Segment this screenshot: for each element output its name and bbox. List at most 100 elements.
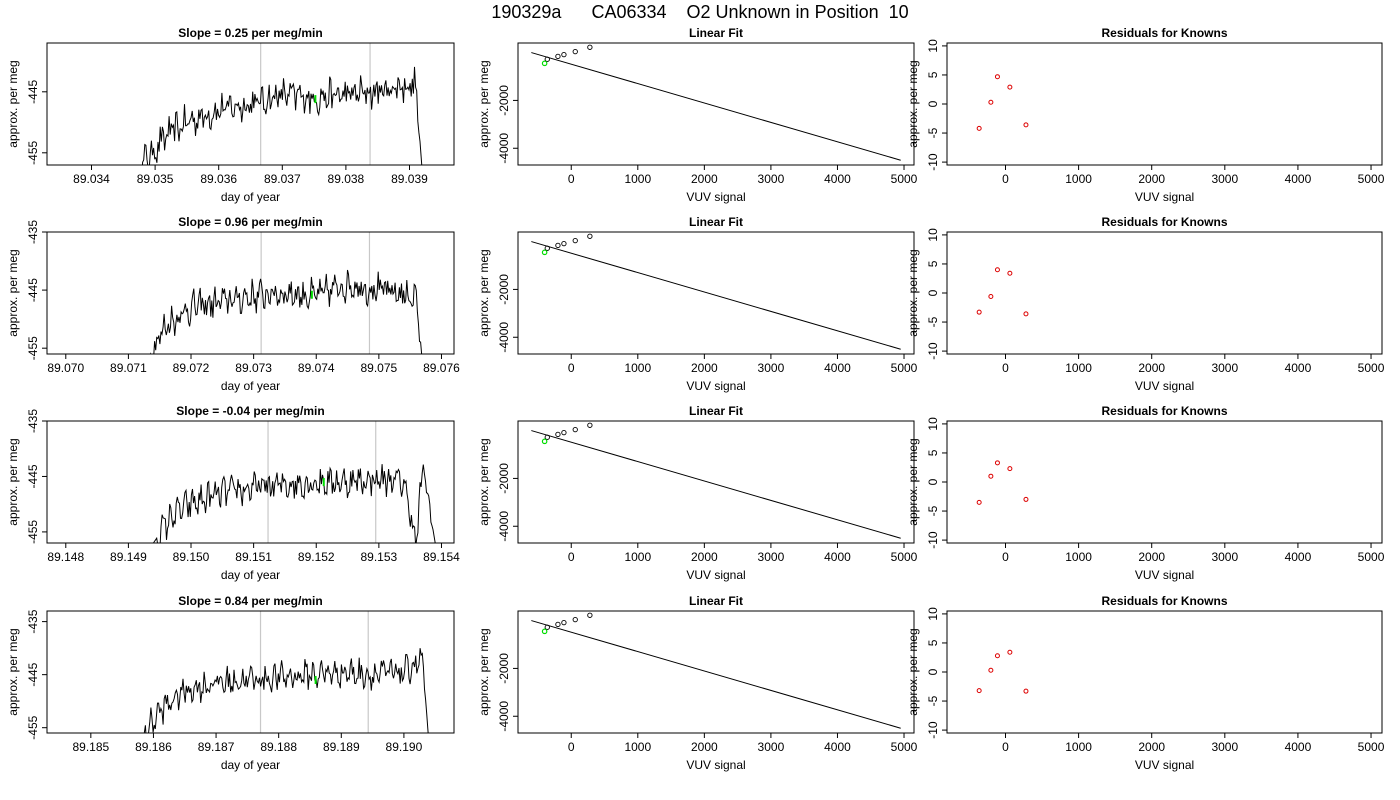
plot-frame: [946, 231, 1383, 355]
data-trace: [141, 66, 423, 165]
plot-area: [976, 267, 1029, 317]
plot-frame: [517, 231, 915, 355]
y-tick-label: -10: [926, 531, 940, 549]
x-tick-label: 3000: [758, 740, 785, 754]
x-axis-label: VUV signal: [686, 379, 745, 393]
known-point: [555, 431, 561, 438]
x-tick-label: 89.070: [47, 361, 84, 375]
plot-frame: [946, 42, 1383, 166]
y-tick-label: 10: [926, 228, 940, 242]
y-tick-label: -5: [926, 127, 940, 138]
x-tick-label: 4000: [1285, 740, 1312, 754]
panel-title: Residuals for Knowns: [1101, 26, 1227, 40]
x-axis-label: VUV signal: [1135, 379, 1194, 393]
y-axis-label: approx. per meg: [906, 249, 920, 336]
y-tick-label: 5: [926, 449, 940, 456]
x-axis-label: day of year: [221, 568, 280, 582]
residual-point: [988, 473, 994, 479]
x-tick-label: 89.152: [298, 550, 335, 564]
x-tick-label: 89.189: [323, 740, 360, 754]
panel-resid-4: Residuals for Knowns VUV signal approx. pe…: [906, 594, 1385, 772]
panel-title: Slope = 0.25 per meg/min: [178, 26, 322, 40]
known-point: [572, 616, 578, 623]
panel-title: Linear Fit: [689, 404, 743, 418]
y-tick-label: -445: [26, 464, 40, 488]
known-point: [587, 44, 593, 50]
known-point: [561, 619, 567, 626]
residual-point: [1007, 270, 1013, 276]
x-tick-label: 3000: [758, 172, 785, 186]
fit-line: [531, 620, 901, 729]
x-tick-label: 3000: [758, 550, 785, 564]
x-tick-label: 5000: [891, 550, 918, 564]
x-tick-label: 2000: [691, 361, 718, 375]
x-tick-label: 89.072: [173, 361, 210, 375]
y-tick-label: 10: [926, 39, 940, 53]
y-tick-label: -455: [26, 336, 40, 360]
x-tick-label: 1000: [1065, 740, 1092, 754]
panel-slope-3: Slope = -0.04 per meg/min day of year appr…: [6, 404, 460, 582]
residual-point: [1007, 84, 1013, 90]
y-tick-label: -5: [926, 695, 940, 706]
panel-resid-3: Residuals for Knowns VUV signal approx. pe…: [906, 404, 1385, 582]
residual-point: [988, 667, 994, 673]
x-tick-label: 89.075: [361, 361, 398, 375]
plot-area: [976, 460, 1029, 505]
known-point: [544, 56, 550, 62]
x-tick-label: 2000: [1138, 550, 1165, 564]
residual-point: [1023, 688, 1029, 694]
plot-area: [531, 612, 901, 729]
y-tick-label: -4000: [497, 701, 511, 732]
plot-area: [531, 422, 901, 539]
x-tick-label: 3000: [1211, 172, 1238, 186]
x-tick-label: 89.074: [298, 361, 335, 375]
x-tick-label: 1000: [624, 550, 651, 564]
y-axis-label: approx. per meg: [6, 628, 20, 715]
panel-fit-4: Linear Fit VUV signal approx. per meg 0 1000…: [477, 594, 918, 772]
x-tick-label: 3000: [1211, 740, 1238, 754]
panel-title: Slope = 0.96 per meg/min: [178, 215, 322, 229]
known-point: [561, 51, 567, 58]
x-axis-label: VUV signal: [1135, 758, 1194, 772]
fit-line: [531, 430, 901, 539]
residual-point: [988, 293, 994, 299]
residual-point: [994, 460, 1000, 466]
x-tick-label: 3000: [758, 361, 785, 375]
residual-point: [994, 74, 1000, 80]
plot-area: [47, 43, 423, 165]
known-point: [572, 426, 578, 433]
y-tick-label: -2000: [497, 653, 511, 684]
x-tick-label: 0: [1002, 740, 1009, 754]
plot-frame: [946, 420, 1383, 544]
y-tick-label: -5: [926, 505, 940, 516]
x-tick-label: 89.076: [423, 361, 460, 375]
plot-area: [47, 232, 423, 354]
x-tick-label: 89.188: [260, 740, 297, 754]
y-tick-label: -10: [926, 342, 940, 360]
y-tick-label: -2000: [497, 85, 511, 116]
x-tick-label: 2000: [1138, 740, 1165, 754]
known-point: [561, 240, 567, 247]
y-tick-label: 5: [926, 639, 940, 646]
known-point: [544, 624, 550, 630]
y-axis-label: approx. per meg: [477, 60, 491, 147]
panel-title: Slope = 0.84 per meg/min: [178, 594, 322, 608]
panel-title: Slope = -0.04 per meg/min: [176, 404, 324, 418]
plot-frame: [517, 420, 915, 544]
x-tick-label: 3000: [1211, 361, 1238, 375]
x-tick-label: 89.151: [235, 550, 272, 564]
x-tick-label: 89.187: [198, 740, 235, 754]
x-tick-label: 1000: [1065, 172, 1092, 186]
plot-frame: [946, 610, 1383, 734]
residual-point: [1023, 122, 1029, 128]
known-point: [561, 429, 567, 436]
x-tick-label: 0: [1002, 172, 1009, 186]
x-tick-label: 5000: [1358, 740, 1385, 754]
y-tick-label: -10: [926, 721, 940, 739]
x-tick-label: 4000: [824, 361, 851, 375]
residual-point: [988, 99, 994, 105]
x-tick-label: 5000: [1358, 361, 1385, 375]
x-tick-label: 1000: [1065, 361, 1092, 375]
x-axis-label: day of year: [221, 190, 280, 204]
y-tick-label: -435: [26, 220, 40, 244]
